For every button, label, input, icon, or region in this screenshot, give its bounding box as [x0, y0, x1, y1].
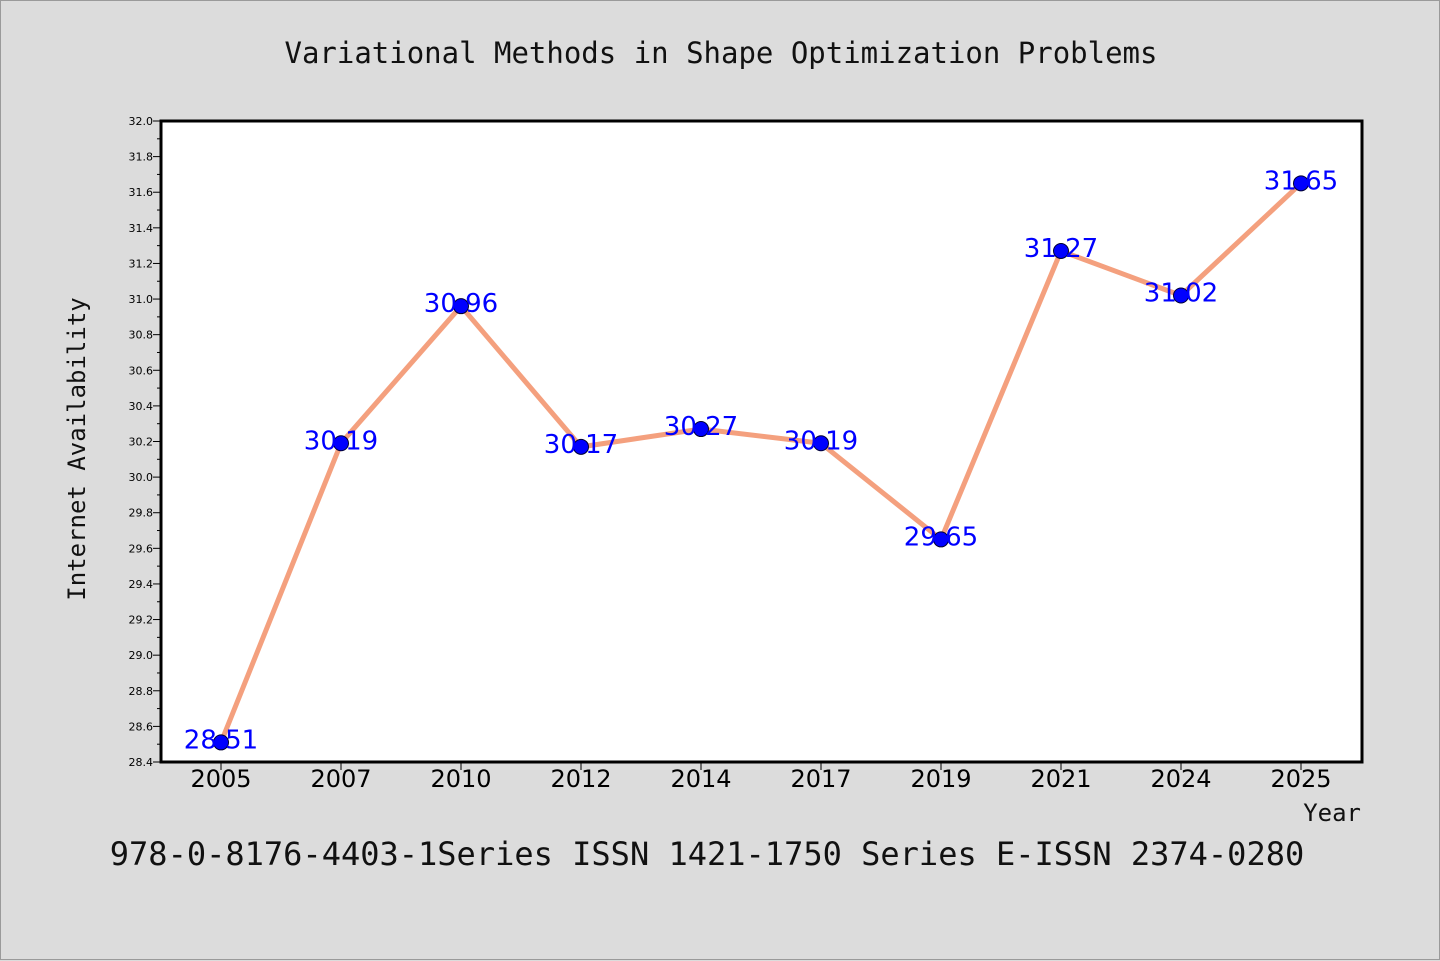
data-label: 28.51 — [184, 725, 258, 755]
y-tick-label: 32.0 — [129, 115, 154, 128]
y-tick-label: 31.8 — [129, 151, 154, 164]
plot-area — [161, 121, 1362, 762]
chart-title: Variational Methods in Shape Optimizatio… — [285, 36, 1158, 70]
y-tick-label: 31.6 — [129, 186, 154, 199]
y-tick-label: 30.2 — [129, 436, 154, 449]
data-point-marker — [1293, 175, 1309, 192]
series-line — [218, 180, 1304, 745]
data-label: 31.02 — [1144, 278, 1218, 308]
y-tick-label: 29.2 — [129, 614, 154, 627]
x-tick-label: 2010 — [430, 765, 491, 793]
x-tick-label: 2005 — [190, 765, 251, 793]
y-tick-label: 31.0 — [129, 293, 154, 306]
data-label: 30.27 — [664, 412, 738, 442]
x-axis-ticks: 2005 2007 2010 2012 2014 2017 2019 2021 2024 2025 — [190, 762, 1332, 793]
x-tick-label: 2019 — [910, 765, 971, 793]
data-label: 31.65 — [1264, 166, 1338, 196]
data-point-marker — [933, 531, 949, 548]
x-tick-label: 2024 — [1150, 765, 1211, 793]
data-point-marker — [813, 435, 829, 452]
x-tick-label: 2025 — [1270, 765, 1331, 793]
data-point-marker — [213, 734, 229, 751]
y-axis-title: Internet Availability — [63, 297, 91, 600]
x-tick-label: 2021 — [1030, 765, 1091, 793]
y-tick-label: 31.4 — [129, 222, 154, 235]
x-tick-label: 2014 — [670, 765, 731, 793]
data-point-marker — [1053, 242, 1069, 259]
data-label: 30.19 — [784, 426, 858, 456]
y-tick-label: 28.6 — [129, 720, 154, 733]
x-axis-title: Year — [1303, 799, 1361, 827]
data-labels: 28.51 30.19 30.96 30.17 30.27 30.19 29.65 31.27… — [184, 166, 1338, 755]
x-tick-label: 2012 — [550, 765, 611, 793]
series-layer — [213, 175, 1309, 751]
data-point-marker — [1173, 287, 1189, 304]
y-tick-label: 31.2 — [129, 257, 154, 270]
data-label: 29.65 — [904, 522, 978, 552]
data-point-marker — [693, 421, 709, 438]
y-tick-label: 30.4 — [129, 400, 154, 413]
y-tick-label: 30.0 — [129, 471, 154, 484]
y-tick-label: 29.6 — [129, 542, 154, 555]
data-label: 30.19 — [304, 426, 378, 456]
data-point-marker — [573, 438, 589, 455]
y-tick-label: 29.8 — [129, 507, 154, 520]
y-tick-label: 28.4 — [129, 756, 154, 769]
x-tick-label: 2007 — [310, 765, 371, 793]
data-point-marker — [333, 435, 349, 452]
isbn-issn-footer: 978-0-8176-4403-1Series ISSN 1421-1750 S… — [110, 835, 1304, 873]
y-tick-label: 30.8 — [129, 329, 154, 342]
x-tick-label: 2017 — [790, 765, 851, 793]
data-label: 30.96 — [424, 289, 498, 319]
y-tick-label: 29.0 — [129, 649, 154, 662]
y-tick-label: 29.4 — [129, 578, 154, 591]
y-axis-ticks: 28.4 28.6 28.8 29.0 29.2 29.4 29.6 29.8 30.0 30.2… — [129, 115, 161, 769]
plot-frame — [159, 119, 1364, 764]
y-tick-label: 30.6 — [129, 364, 154, 377]
y-tick-label: 28.8 — [129, 685, 154, 698]
data-point-marker — [453, 298, 469, 315]
data-label: 30.17 — [544, 430, 618, 460]
data-label: 31.27 — [1024, 234, 1098, 264]
